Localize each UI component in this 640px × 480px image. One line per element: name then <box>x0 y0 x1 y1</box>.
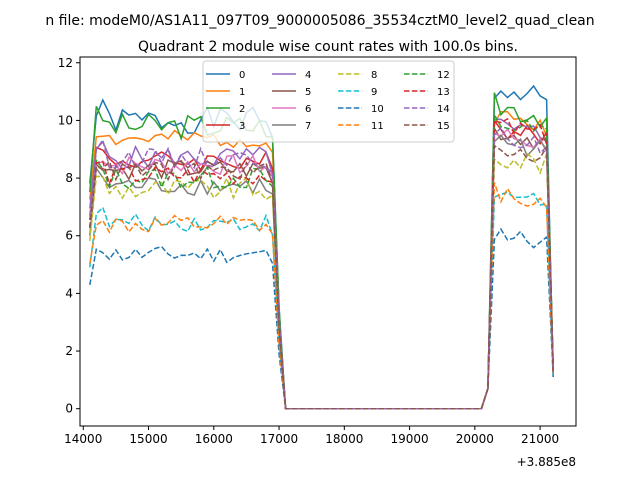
legend-label: 14 <box>437 104 450 115</box>
legend-label: 4 <box>305 70 311 81</box>
plot-area: 14000 15000 16000 17000 18000 19000 20000 21000… <box>58 56 577 469</box>
legend-item-5[interactable]: 5 <box>272 87 311 98</box>
legend-box <box>202 60 455 143</box>
legend-label: 9 <box>371 87 377 98</box>
legend-item-4[interactable]: 4 <box>272 70 311 81</box>
legend-item-14[interactable]: 14 <box>404 104 450 115</box>
x-tick-label: 17000 <box>260 432 298 446</box>
x-tick-label: 19000 <box>390 432 428 446</box>
axes-frame <box>79 56 577 427</box>
x-axis: 14000 15000 16000 17000 18000 19000 20000 21000 <box>64 426 559 446</box>
legend-label: 15 <box>437 121 450 132</box>
legend-item-11[interactable]: 11 <box>338 121 384 132</box>
legend-label: 13 <box>437 87 450 98</box>
legend-label: 12 <box>437 70 450 81</box>
legend-item-0[interactable]: 0 <box>206 70 245 81</box>
x-tick-label: 14000 <box>64 432 102 446</box>
y-tick-label: 10 <box>58 113 73 127</box>
legend-label: 6 <box>305 104 311 115</box>
x-tick-label: 20000 <box>456 432 494 446</box>
legend-label: 11 <box>371 121 384 132</box>
legend-item-9[interactable]: 9 <box>338 87 377 98</box>
y-tick-label: 8 <box>65 171 73 185</box>
legend-label: 5 <box>305 87 311 98</box>
legend-label: 0 <box>239 70 245 81</box>
x-tick-label: 18000 <box>325 432 363 446</box>
legend-item-6[interactable]: 6 <box>272 104 311 115</box>
chart-title: Quadrant 2 module wise count rates with … <box>138 39 518 55</box>
y-tick-label: 4 <box>65 286 73 300</box>
legend-label: 2 <box>239 104 245 115</box>
x-tick-label: 21000 <box>521 432 559 446</box>
legend-item-12[interactable]: 12 <box>404 70 450 81</box>
legend-label: 1 <box>239 87 245 98</box>
series-line-14 <box>89 126 554 410</box>
legend-item-7[interactable]: 7 <box>272 121 311 132</box>
legend-item-13[interactable]: 13 <box>404 87 450 98</box>
y-tick-label: 2 <box>65 344 73 358</box>
x-tick-label: 15000 <box>129 432 167 446</box>
x-tick-label: 16000 <box>195 432 233 446</box>
series-lines <box>89 84 554 410</box>
legend-label: 8 <box>371 70 377 81</box>
legend-label: 10 <box>371 104 384 115</box>
legend-item-1[interactable]: 1 <box>206 87 245 98</box>
legend-item-8[interactable]: 8 <box>338 70 377 81</box>
legend-label: 3 <box>239 121 245 132</box>
legend-item-15[interactable]: 15 <box>404 121 450 132</box>
legend-item-10[interactable]: 10 <box>338 104 384 115</box>
y-tick-label: 12 <box>58 56 73 70</box>
y-tick-label: 0 <box>65 402 73 416</box>
y-tick-label: 6 <box>65 229 73 243</box>
y-axis: 0 2 4 6 8 10 12 <box>58 56 80 416</box>
x-offset-label: +3.885e8 <box>517 455 576 469</box>
suptitle: n file: modeM0/AS1A11_097T09_9000005086_… <box>45 13 594 29</box>
legend-item-3[interactable]: 3 <box>206 121 245 132</box>
legend-item-2[interactable]: 2 <box>206 104 245 115</box>
legend-label: 7 <box>305 121 311 132</box>
series-line-15 <box>89 144 554 410</box>
